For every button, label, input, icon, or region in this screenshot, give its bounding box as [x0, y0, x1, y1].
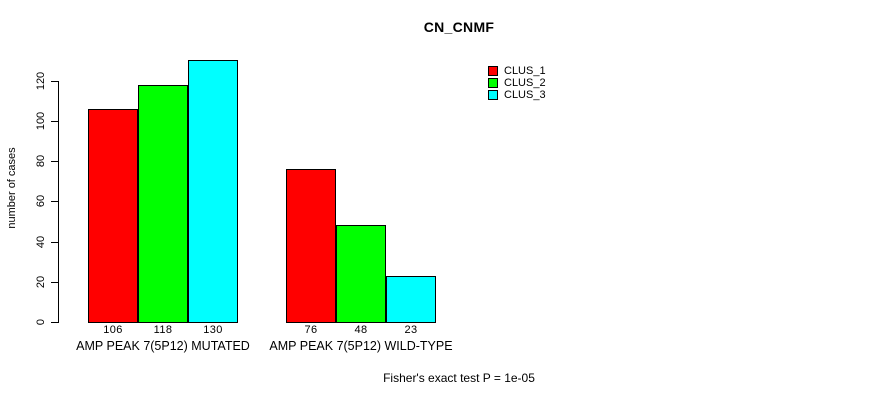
y-axis-line — [58, 80, 59, 323]
bar-value-label: 130 — [203, 323, 223, 336]
y-axis-label: number of cases — [6, 147, 18, 229]
bar-value-label: 23 — [404, 323, 418, 336]
bar-clus_1-1 — [88, 108, 138, 323]
legend-label: CLUS_3 — [504, 89, 546, 101]
category-label: AMP PEAK 7(5P12) WILD-TYPE — [269, 339, 453, 353]
bar-clus_3-2 — [386, 275, 436, 323]
y-tick-label: 20 — [35, 275, 47, 288]
y-tick-label: 80 — [35, 154, 47, 168]
bar-value-label: 118 — [153, 323, 173, 336]
legend-swatch-clus_2 — [488, 78, 498, 88]
y-tick-mark — [51, 241, 58, 243]
chart-title: CN_CNMF — [423, 19, 495, 35]
bar-value-label: 76 — [304, 323, 318, 336]
legend-label: CLUS_1 — [504, 65, 546, 77]
y-tick-mark — [51, 120, 58, 122]
legend-label: CLUS_2 — [504, 77, 546, 89]
bar-value-label: 48 — [354, 323, 368, 336]
legend-swatch-clus_1 — [488, 66, 498, 76]
bar-value-label: 106 — [103, 323, 123, 336]
bar-clus_1-2 — [286, 169, 336, 323]
y-tick-mark — [51, 80, 58, 82]
y-tick-label: 40 — [35, 235, 47, 248]
y-tick-mark — [51, 161, 58, 163]
y-tick-mark — [51, 281, 58, 283]
category-label: AMP PEAK 7(5P12) MUTATED — [76, 339, 250, 353]
y-tick-label: 120 — [35, 71, 47, 90]
y-tick-mark — [51, 322, 58, 323]
legend-swatch-clus_3 — [488, 90, 498, 100]
y-tick-label: 100 — [35, 111, 47, 131]
y-tick-label: 60 — [35, 195, 47, 208]
bar-clus_3-1 — [188, 60, 238, 323]
bar-clus_2-2 — [336, 225, 386, 323]
stat-note: Fisher's exact test P = 1e-05 — [383, 371, 535, 385]
bar-clus_2-1 — [138, 84, 188, 323]
y-tick-mark — [51, 201, 58, 203]
y-tick-label: 0 — [35, 318, 47, 326]
